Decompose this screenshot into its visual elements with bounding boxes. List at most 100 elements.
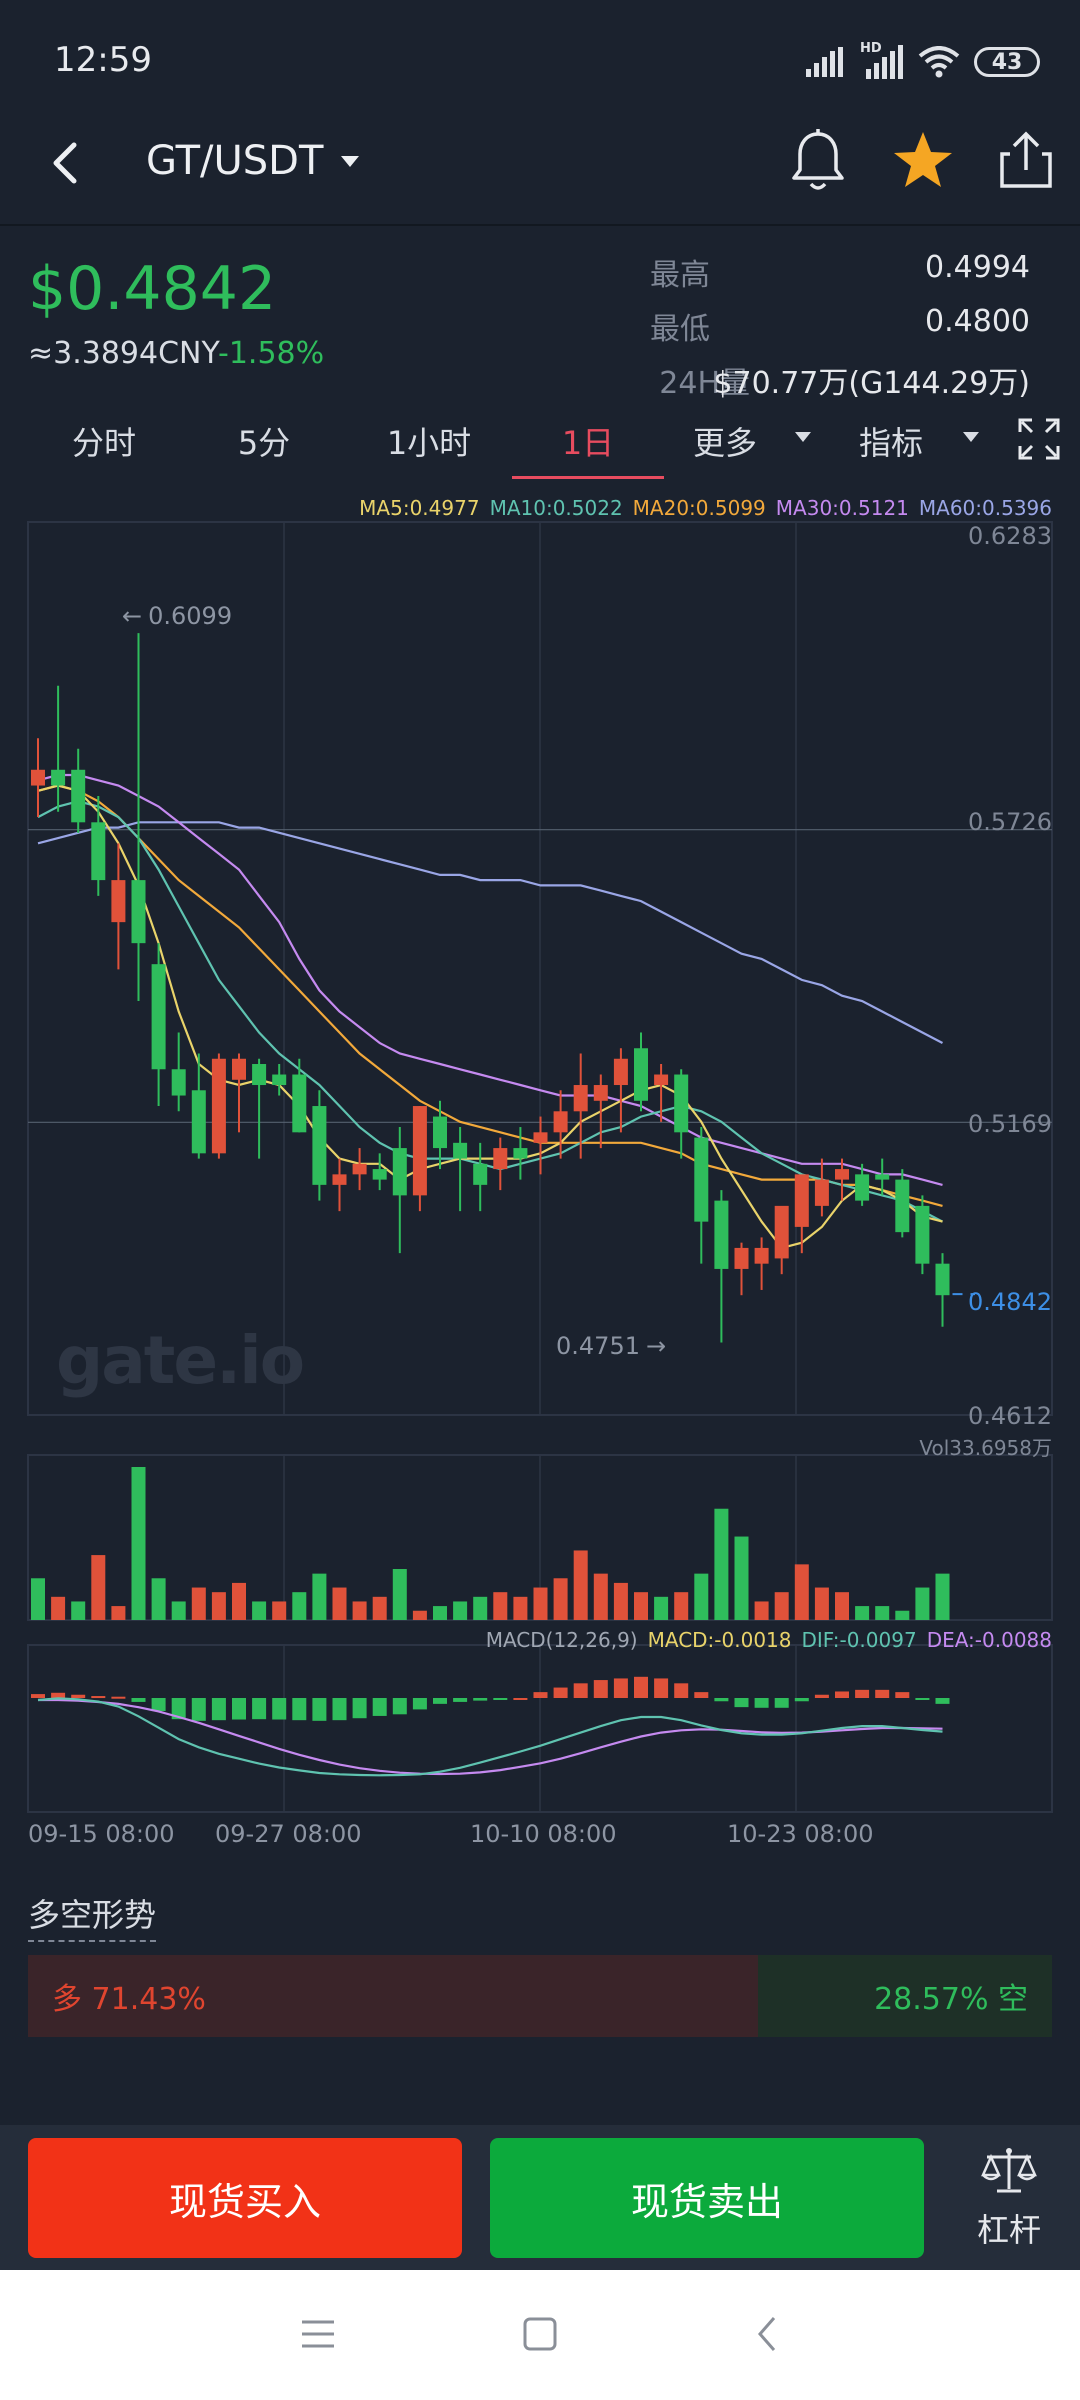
volume-bar	[352, 1601, 367, 1620]
macd-bar	[814, 1694, 829, 1698]
volume-bar	[211, 1592, 226, 1620]
candle-body	[392, 1148, 407, 1196]
macd-bar	[935, 1698, 950, 1704]
volume-bar	[91, 1555, 106, 1620]
candle-body	[31, 769, 45, 786]
volume-bar	[31, 1578, 45, 1620]
kline-chart[interactable]	[0, 515, 1080, 1815]
volume-bar	[754, 1601, 769, 1620]
nav-back-icon[interactable]	[752, 2314, 782, 2354]
macd-bar	[754, 1698, 769, 1708]
macd-bar	[191, 1698, 206, 1721]
more-chevron-icon	[795, 432, 811, 442]
candle-body	[51, 769, 66, 786]
tab-1hour[interactable]: 1小时	[386, 424, 472, 462]
volume-bar	[935, 1573, 950, 1620]
max-price-marker: ← 0.6099	[122, 602, 232, 630]
candle-body	[855, 1174, 870, 1201]
balance-scale-icon	[981, 2148, 1037, 2193]
tab-more[interactable]: 更多	[692, 424, 757, 462]
spot-buy-button[interactable]: 现货买入	[28, 2138, 462, 2258]
gate-io-watermark: gate.io	[56, 1322, 305, 1399]
macd-bar	[372, 1698, 387, 1716]
volume-bar	[71, 1601, 86, 1620]
macd-bar	[855, 1689, 870, 1698]
header-divider	[0, 224, 1080, 226]
leverage-button[interactable]: 杠杆	[954, 2145, 1064, 2255]
macd-bar	[171, 1698, 186, 1720]
candle-body	[412, 1106, 427, 1196]
candle-body	[191, 1090, 206, 1154]
volume-bar	[473, 1596, 488, 1620]
ma5-line	[37, 784, 943, 1250]
left-arrow-icon: ←	[122, 602, 143, 630]
share-icon[interactable]	[996, 128, 1056, 192]
volume-bar	[392, 1569, 407, 1620]
ma10-line	[37, 800, 944, 1223]
macd-bar	[613, 1678, 628, 1698]
menu-icon[interactable]	[300, 2318, 336, 2350]
candle-body	[91, 822, 106, 881]
candle-body	[252, 1064, 267, 1086]
price-cny: ≈3.3894CNY	[28, 336, 220, 371]
candle-body	[473, 1163, 488, 1185]
tab-indicators[interactable]: 指标	[858, 424, 923, 462]
macd-bar	[151, 1698, 166, 1712]
macd-value: MACD:-0.0018	[647, 1628, 792, 1652]
macd-bar	[734, 1698, 749, 1708]
candle-body	[232, 1058, 246, 1080]
last-price: $0.4842	[28, 254, 277, 324]
volume-bar	[312, 1573, 327, 1620]
low-value: 0.4800	[925, 304, 1030, 339]
y-tick-label: 0.5169	[968, 1110, 1052, 1138]
volume-bar	[171, 1601, 186, 1620]
macd-bar	[654, 1678, 669, 1698]
candle-body	[71, 769, 86, 823]
max-price-value: 0.6099	[148, 602, 233, 630]
spot-sell-button[interactable]: 现货卖出	[490, 2138, 924, 2258]
macd-bar	[232, 1698, 246, 1720]
volume-bar	[895, 1610, 910, 1620]
right-arrow-icon: →	[645, 1332, 667, 1360]
macd-bar	[493, 1698, 508, 1700]
candle-body	[433, 1116, 447, 1149]
volume-bar	[855, 1606, 870, 1620]
x-tick-label: 10-23 08:00	[727, 1820, 874, 1848]
fullscreen-icon[interactable]	[1018, 418, 1060, 460]
macd-bar	[131, 1698, 146, 1702]
candle-body	[634, 1048, 648, 1101]
candle-body	[513, 1148, 528, 1159]
macd-bar	[473, 1698, 488, 1701]
home-icon[interactable]	[522, 2316, 558, 2352]
macd-bar	[674, 1683, 689, 1698]
ma5-label: MA5:0.4977	[359, 496, 480, 520]
pair-title: GT/USDT	[146, 138, 324, 184]
status-time: 12:59	[54, 40, 152, 80]
macd-bar	[513, 1698, 528, 1700]
volume-bar	[412, 1610, 427, 1620]
candle-body	[533, 1132, 548, 1143]
tab-5min[interactable]: 5分	[237, 424, 291, 462]
candle-body	[774, 1205, 789, 1259]
volume-label: Vol33.6958万	[919, 1436, 1052, 1460]
dea-value: DEA:-0.0088	[926, 1628, 1052, 1652]
macd-bar	[252, 1698, 267, 1720]
candle-body	[915, 1205, 930, 1264]
ma30-line	[37, 773, 943, 1186]
low-label: 最低	[650, 312, 710, 347]
volume-bar	[272, 1601, 287, 1620]
tab-timeshare[interactable]: 分时	[71, 424, 136, 462]
pair-selector[interactable]: GT/USDT	[146, 138, 360, 184]
candle-body	[553, 1111, 568, 1133]
active-tab-indicator	[512, 476, 664, 479]
back-arrow-icon[interactable]	[40, 135, 90, 191]
macd-bar	[835, 1691, 849, 1698]
tab-1day[interactable]: 1日	[561, 424, 615, 462]
high-label: 最高	[650, 258, 710, 293]
bell-icon[interactable]	[786, 128, 850, 196]
favorite-star-icon[interactable]	[890, 128, 956, 194]
volume-bar	[674, 1592, 689, 1620]
macd-bar	[453, 1698, 468, 1702]
dif-line	[37, 1697, 943, 1777]
long-short-title[interactable]: 多空形势	[28, 1890, 157, 1942]
